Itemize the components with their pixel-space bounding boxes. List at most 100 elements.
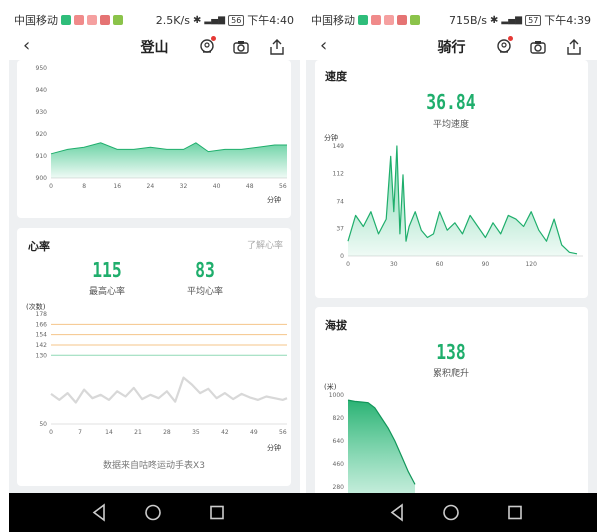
x-tick-label: 16 xyxy=(113,183,121,190)
x-tick-label: 7 xyxy=(78,429,82,436)
x-tick-label: 49 xyxy=(250,429,258,436)
carrier-label: 中国移动 xyxy=(311,14,355,27)
y-tick-label: 74 xyxy=(336,198,344,205)
avg-speed-value: 36.84 xyxy=(426,90,476,114)
x-tick-label: 42 xyxy=(221,429,229,436)
app-notification-icon xyxy=(74,15,84,25)
heart-rate-chart: 178 166 154 142 130 50 0 7 14 21 28 35 42 49 56 xyxy=(36,311,288,436)
y-axis-unit: (米) xyxy=(324,383,337,391)
total-climb-value: 138 xyxy=(436,340,466,364)
x-tick-label: 35 xyxy=(192,429,200,436)
share-icon[interactable] xyxy=(565,38,583,56)
app-notification-icon xyxy=(384,15,394,25)
data-source-note: 数据来自咕咚运动手表X3 xyxy=(103,461,205,471)
y-tick-label: 130 xyxy=(36,352,48,359)
elevation-chart: 1000 820 640 460 280 xyxy=(329,392,416,501)
notification-dot xyxy=(508,36,513,41)
left-phone-screen: 中国移动 2.5K/s ✱ ▂▄▆ 56 下午4:40 ‹ 登山 xyxy=(9,0,300,532)
altitude-chart: 950 940 930 920 910 900 0 8 16 24 32 40 48 56 xyxy=(36,65,287,190)
navbar: ‹ 登山 xyxy=(9,36,300,60)
x-tick-label: 90 xyxy=(482,261,490,268)
y-axis-unit: 分钟 xyxy=(324,134,338,142)
app-notification-icon xyxy=(87,15,97,25)
carrier: 中国移动 xyxy=(14,12,123,28)
x-axis-unit: 分钟 xyxy=(267,196,281,204)
x-tick-label: 32 xyxy=(180,183,188,190)
y-tick-label: 0 xyxy=(340,253,344,260)
status-right: 2.5K/s ✱ ▂▄▆ 56 下午4:40 xyxy=(156,12,294,28)
back-triangle-icon[interactable] xyxy=(79,493,119,532)
share-icon[interactable] xyxy=(268,38,286,56)
y-tick-label: 37 xyxy=(336,226,344,233)
app-notification-icon xyxy=(371,15,381,25)
speed-line xyxy=(347,145,578,255)
profile-badge-icon[interactable] xyxy=(198,38,216,56)
card-title: 心率 xyxy=(28,240,50,253)
recents-square-icon[interactable] xyxy=(495,493,535,532)
heart-rate-card: 心率 了解心率 115 最高心率 83 平均心率 (次数) 178 166 154 1… xyxy=(17,228,291,486)
network-speed: 2.5K/s xyxy=(155,13,190,27)
signal-icon: ▂▄▆ xyxy=(501,15,523,25)
y-tick-label: 142 xyxy=(36,342,48,349)
y-tick-label: 950 xyxy=(36,65,48,72)
camera-icon[interactable] xyxy=(232,38,250,56)
home-circle-icon[interactable] xyxy=(133,493,173,532)
app-notification-icon xyxy=(100,15,110,25)
app-notification-icon xyxy=(410,15,420,25)
x-tick-label: 120 xyxy=(525,261,537,268)
elevation-line xyxy=(347,399,416,485)
total-climb-label: 累积爬升 xyxy=(432,369,469,379)
page-title: 登山 xyxy=(140,40,169,56)
x-tick-label: 40 xyxy=(213,183,221,190)
chevron-left-icon[interactable]: ‹ xyxy=(320,35,328,56)
back-triangle-icon[interactable] xyxy=(377,493,417,532)
carrier: 中国移动 xyxy=(311,12,420,28)
avg-heart-rate-value: 83 xyxy=(195,258,215,282)
home-circle-icon[interactable] xyxy=(431,493,471,532)
profile-badge-icon[interactable] xyxy=(495,38,513,56)
y-tick-label: 50 xyxy=(39,421,47,428)
network-speed: 715B/s xyxy=(448,13,487,27)
chevron-left-icon[interactable]: ‹ xyxy=(23,35,31,56)
bluetooth-icon: ✱ xyxy=(192,14,202,26)
x-axis-unit: 分钟 xyxy=(267,444,281,452)
card-title: 海拔 xyxy=(325,319,347,332)
y-tick-label: 820 xyxy=(333,415,345,422)
camera-icon[interactable] xyxy=(529,38,547,56)
y-tick-label: 112 xyxy=(333,170,345,177)
status-right: 715B/s ✱ ▂▄▆ 57 下午4:39 xyxy=(449,12,591,28)
altitude-card: 950 940 930 920 910 900 0 8 16 24 32 40 48 56 分钟 xyxy=(17,60,291,218)
x-tick-label: 8 xyxy=(82,183,86,190)
right-phone-screen: 中国移动 715B/s ✱ ▂▄▆ 57 下午4:39 ‹ 骑行 xyxy=(306,0,597,532)
x-tick-label: 14 xyxy=(105,429,113,436)
learn-heart-rate-link[interactable]: 了解心率 xyxy=(246,241,283,251)
y-tick-label: 930 xyxy=(36,109,48,116)
y-tick-label: 900 xyxy=(36,175,48,182)
battery-icon: 56 xyxy=(228,14,245,26)
y-tick-label: 640 xyxy=(333,438,345,445)
y-tick-label: 149 xyxy=(333,143,345,150)
elevation-card: 海拔 138 累积爬升 (米) 1000 820 640 460 280 xyxy=(315,307,588,507)
x-tick-label: 0 xyxy=(49,183,53,190)
y-tick-label: 910 xyxy=(36,153,48,160)
app-notification-icon xyxy=(397,15,407,25)
y-tick-label: 940 xyxy=(36,87,48,94)
notification-dot xyxy=(211,36,216,41)
x-tick-label: 56 xyxy=(279,429,287,436)
y-axis-unit: (次数) xyxy=(26,303,46,311)
x-tick-label: 30 xyxy=(390,261,398,268)
navbar: ‹ 骑行 xyxy=(306,36,597,60)
app-notification-icon xyxy=(113,15,123,25)
elevation-area xyxy=(348,400,415,501)
system-nav-bar xyxy=(9,493,597,532)
heart-rate-line xyxy=(50,376,288,404)
avg-heart-rate-label: 平均心率 xyxy=(186,287,223,297)
page-title: 骑行 xyxy=(437,40,466,56)
speed-card: 速度 36.84 平均速度 分钟 149 112 74 37 0 0 30 60 90 120 xyxy=(315,60,588,298)
x-tick-label: 0 xyxy=(49,429,53,436)
recents-square-icon[interactable] xyxy=(197,493,237,532)
app-notification-icon xyxy=(61,15,71,25)
x-tick-label: 21 xyxy=(134,429,142,436)
clock: 下午4:39 xyxy=(544,14,591,27)
clock: 下午4:40 xyxy=(247,14,294,27)
